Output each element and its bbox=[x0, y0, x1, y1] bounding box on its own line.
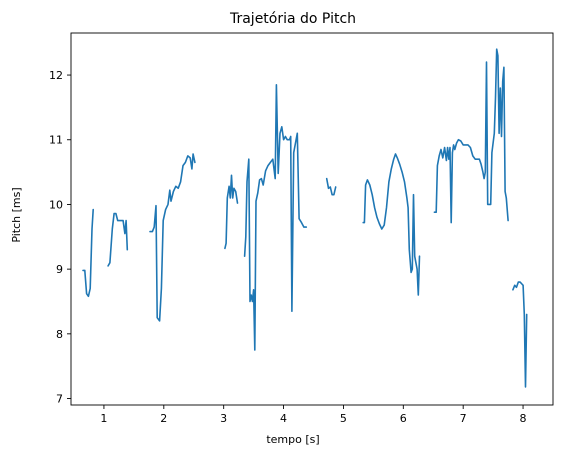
x-axis-label: tempo [s] bbox=[266, 433, 319, 446]
plot-area bbox=[71, 33, 553, 405]
pitch-segment-6 bbox=[327, 179, 336, 195]
pitch-segment-1 bbox=[83, 210, 93, 297]
x-tick-label: 6 bbox=[400, 412, 407, 425]
x-tick-label: 1 bbox=[100, 412, 107, 425]
pitch-segment-3 bbox=[150, 154, 195, 321]
pitch-series bbox=[83, 49, 527, 387]
axes-frame bbox=[71, 33, 553, 405]
pitch-segment-7 bbox=[363, 154, 419, 295]
x-tick-label: 2 bbox=[160, 412, 167, 425]
pitch-segment-4 bbox=[225, 175, 238, 248]
x-tick-label: 3 bbox=[220, 412, 227, 425]
y-tick-label: 11 bbox=[49, 134, 63, 147]
y-tick-label: 10 bbox=[49, 198, 63, 211]
pitch-segment-8 bbox=[434, 49, 508, 222]
chart-title: Trajetória do Pitch bbox=[229, 11, 356, 27]
x-axis-ticks: 1 2 3 4 5 6 7 8 bbox=[100, 405, 526, 425]
pitch-segment-5 bbox=[245, 85, 307, 350]
x-tick-label: 8 bbox=[520, 412, 527, 425]
y-tick-label: 8 bbox=[56, 328, 63, 341]
y-tick-label: 7 bbox=[56, 393, 63, 406]
x-tick-label: 7 bbox=[460, 412, 467, 425]
x-tick-label: 4 bbox=[280, 412, 287, 425]
pitch-segment-2 bbox=[108, 214, 127, 266]
y-tick-label: 9 bbox=[56, 263, 63, 276]
y-tick-label: 12 bbox=[49, 69, 63, 82]
y-axis-ticks: 7 8 9 10 11 12 bbox=[49, 69, 71, 405]
x-tick-label: 5 bbox=[340, 412, 347, 425]
y-axis-label: Pitch [ms] bbox=[10, 187, 23, 242]
pitch-segment-9 bbox=[513, 282, 527, 387]
